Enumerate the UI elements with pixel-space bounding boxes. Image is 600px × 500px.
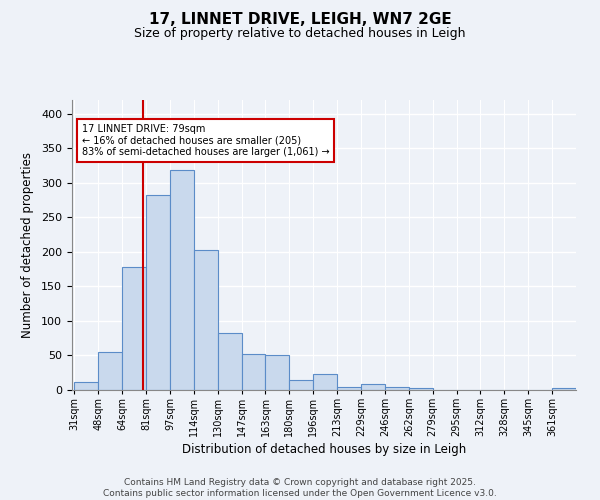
Bar <box>242 354 265 390</box>
Bar <box>313 374 337 390</box>
Bar <box>218 332 242 390</box>
Bar <box>122 267 146 390</box>
Text: Size of property relative to detached houses in Leigh: Size of property relative to detached ho… <box>134 28 466 40</box>
Bar <box>265 356 289 390</box>
Bar <box>409 388 433 390</box>
Bar <box>170 170 194 390</box>
Text: Contains HM Land Registry data © Crown copyright and database right 2025.
Contai: Contains HM Land Registry data © Crown c… <box>103 478 497 498</box>
Bar <box>337 386 361 390</box>
Text: 17 LINNET DRIVE: 79sqm
← 16% of detached houses are smaller (205)
83% of semi-de: 17 LINNET DRIVE: 79sqm ← 16% of detached… <box>82 124 329 158</box>
Bar <box>289 380 313 390</box>
Bar <box>361 384 385 390</box>
Bar <box>194 250 218 390</box>
Bar <box>146 194 170 390</box>
Bar <box>552 388 576 390</box>
Text: 17, LINNET DRIVE, LEIGH, WN7 2GE: 17, LINNET DRIVE, LEIGH, WN7 2GE <box>149 12 451 28</box>
X-axis label: Distribution of detached houses by size in Leigh: Distribution of detached houses by size … <box>182 444 466 456</box>
Bar <box>98 352 122 390</box>
Bar <box>74 382 98 390</box>
Y-axis label: Number of detached properties: Number of detached properties <box>21 152 34 338</box>
Bar <box>385 386 409 390</box>
